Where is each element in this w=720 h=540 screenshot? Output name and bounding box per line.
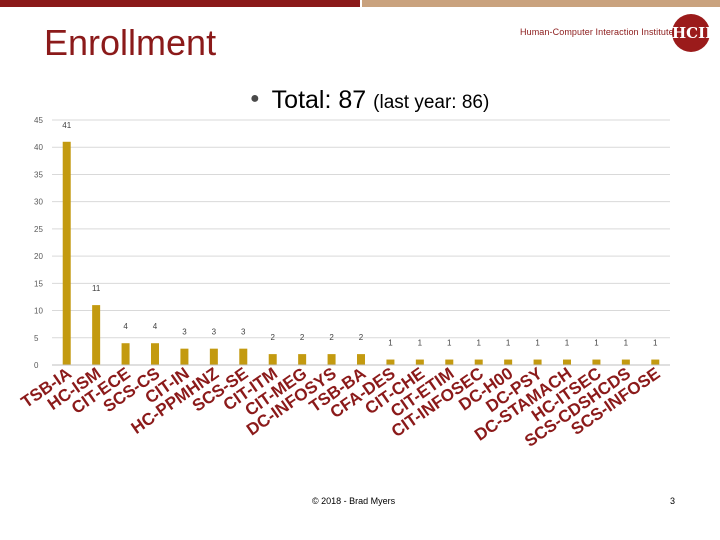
- institute-name: Human-Computer Interaction Institute: [520, 27, 674, 37]
- data-label: 3: [212, 328, 217, 337]
- slide-title: Enrollment: [44, 22, 217, 63]
- bar: [327, 354, 336, 365]
- data-label: 1: [535, 339, 540, 348]
- bar: [121, 343, 130, 365]
- data-label: 3: [241, 328, 246, 337]
- bar: [239, 348, 248, 365]
- data-label: 2: [300, 333, 305, 342]
- bar: [533, 359, 542, 365]
- data-label: 1: [653, 339, 658, 348]
- bar: [92, 305, 101, 365]
- y-tick-label: 45: [34, 116, 43, 125]
- y-tick-label: 30: [34, 198, 43, 207]
- data-label: 2: [270, 333, 275, 342]
- legend-total: Total: 87: [271, 86, 367, 114]
- y-tick-label: 25: [34, 225, 43, 234]
- y-tick-label: 0: [34, 361, 39, 370]
- data-label: 1: [565, 339, 570, 348]
- legend-bullet-icon: ●: [250, 90, 260, 107]
- y-tick-label: 15: [34, 279, 43, 288]
- hcii-logo: HCII: [672, 14, 712, 52]
- data-label: 1: [624, 339, 629, 348]
- bar: [268, 354, 277, 365]
- data-label: 2: [329, 333, 334, 342]
- bar: [415, 359, 424, 365]
- data-label: 1: [447, 339, 452, 348]
- data-label: 1: [506, 339, 511, 348]
- bar: [298, 354, 307, 365]
- bar: [180, 348, 189, 365]
- data-label: 1: [476, 339, 481, 348]
- data-label: 1: [418, 339, 423, 348]
- bar: [621, 359, 630, 365]
- bar: [357, 354, 365, 365]
- top-accent-bar-light: [362, 0, 720, 7]
- data-label: 11: [92, 284, 101, 293]
- y-tick-label: 35: [34, 170, 43, 179]
- data-label: 2: [359, 333, 364, 342]
- slide-footer: © 2018 - Brad Myers: [312, 496, 396, 506]
- bar: [651, 359, 660, 365]
- y-tick-label: 10: [34, 307, 43, 316]
- legend-last-year: (last year: 86): [373, 92, 490, 113]
- bar: [386, 359, 395, 365]
- bar: [62, 141, 71, 365]
- bar: [445, 359, 454, 365]
- data-label: 1: [594, 339, 599, 348]
- chart-legend: ● Total: 87 (last year: 86): [250, 86, 489, 115]
- bar: [563, 359, 571, 365]
- y-tick-label: 20: [34, 252, 43, 261]
- data-label: 41: [62, 121, 71, 130]
- bar: [592, 359, 601, 365]
- data-label: 4: [123, 322, 128, 331]
- page-number: 3: [670, 496, 676, 506]
- data-label: 3: [182, 328, 187, 337]
- y-tick-label: 40: [34, 143, 43, 152]
- top-accent-bar: [0, 0, 720, 7]
- top-accent-bar-dark: [0, 0, 360, 7]
- data-label: 4: [153, 322, 158, 331]
- data-label: 1: [388, 339, 393, 348]
- bar: [474, 359, 483, 365]
- bar: [151, 343, 159, 365]
- y-tick-label: 5: [34, 334, 39, 343]
- bar: [504, 359, 513, 365]
- bar: [209, 348, 218, 365]
